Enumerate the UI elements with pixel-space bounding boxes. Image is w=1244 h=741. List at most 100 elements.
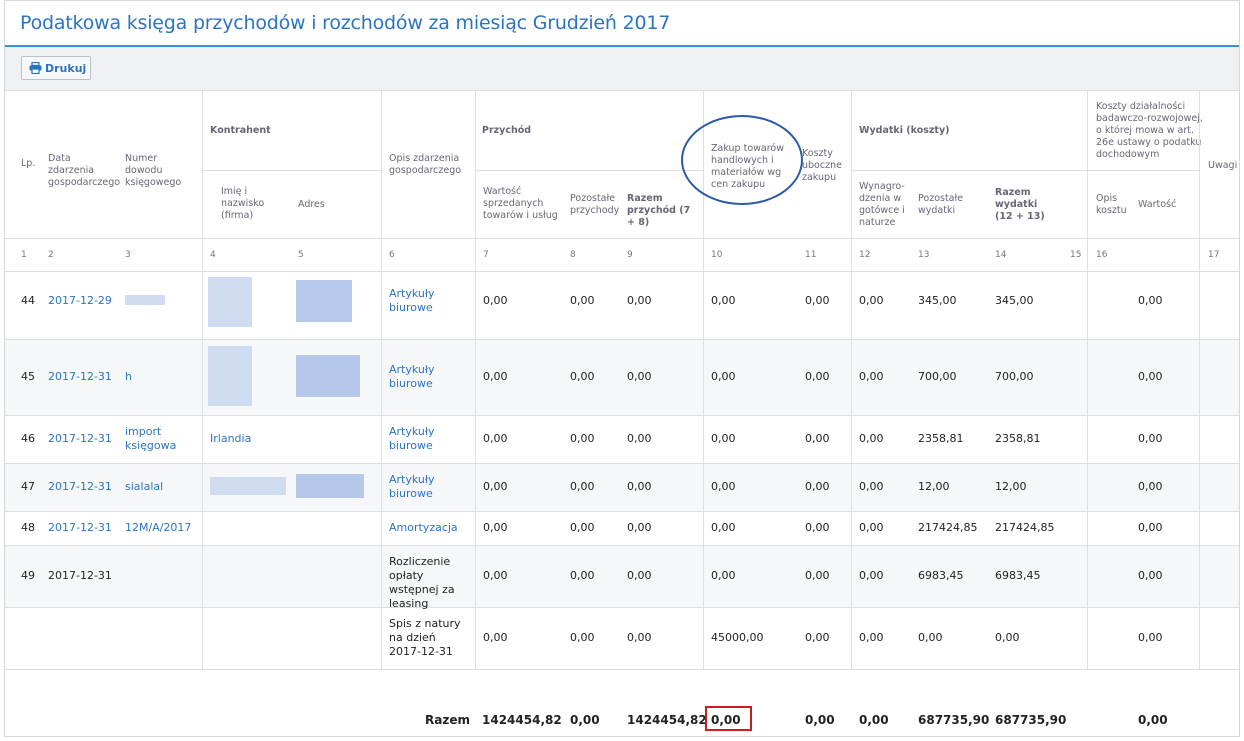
header-uwagi: Uwagi [1208, 160, 1238, 171]
cell-value: 0,00 [711, 521, 736, 534]
column-number: 1 [21, 250, 27, 260]
cell-value: 0,00 [711, 480, 736, 493]
cell-value: 0,00 [570, 631, 595, 644]
cell-value: 0,00 [711, 432, 736, 445]
cell-value: 0,00 [859, 370, 884, 383]
cell-value: 0,00 [627, 521, 652, 534]
cell-value: 0,00 [711, 569, 736, 582]
cell-value: 0,00 [1138, 521, 1163, 534]
cell-value: 0,00 [627, 631, 652, 644]
cell-value: 0,00 [483, 432, 508, 445]
cell-date-link[interactable]: 2017-12-31 [48, 480, 112, 493]
divider [5, 339, 1239, 340]
cell-value: 0,00 [483, 480, 508, 493]
summary-total-value: 0,00 [711, 713, 741, 727]
cell-value: 0,00 [859, 569, 884, 582]
cell-date-link[interactable]: 2017-12-31 [48, 432, 112, 445]
cell-doc-link[interactable]: h [125, 370, 132, 383]
header-opis: Opis zdarzenia gospodarczego [389, 153, 462, 176]
summary-total-value: 687735,90 [995, 713, 1067, 727]
cell-opis-link[interactable]: Artykuły biurowe [389, 363, 435, 390]
summary-total-value: 687735,90 [918, 713, 990, 727]
divider [476, 170, 704, 171]
cell-value: 0,00 [805, 521, 830, 534]
column-number: 12 [859, 250, 871, 260]
column-number: 13 [918, 250, 930, 260]
cell-value: 0,00 [859, 521, 884, 534]
summary-total-value: 0,00 [1138, 713, 1168, 727]
summary-total-value: 1424454,82 [627, 713, 707, 727]
cell-kontrahent-link[interactable]: Irlandia [210, 432, 252, 445]
divider [1199, 90, 1200, 669]
cell-value: 0,00 [859, 631, 884, 644]
cell-lp: 49 [21, 569, 35, 582]
cell-value: 0,00 [483, 521, 508, 534]
summary-total-value: 1424454,82 [482, 713, 562, 727]
header-data: Data zdarzenia gospodarczego [48, 153, 121, 188]
redacted-name [210, 477, 286, 495]
divider [475, 90, 476, 669]
print-button[interactable]: Drukuj [21, 56, 91, 80]
cell-value: 0,00 [627, 294, 652, 307]
cell-value: 0,00 [570, 294, 595, 307]
cell-doc-link[interactable]: import księgowa [125, 425, 177, 452]
column-number: 16 [1096, 250, 1108, 260]
header-pozostale-wydatki: Pozostałe wydatki [918, 193, 964, 216]
cell-value: 0,00 [570, 480, 595, 493]
divider [5, 238, 1239, 239]
print-button-label: Drukuj [45, 62, 87, 75]
cell-opis-link[interactable]: Artykuły biurowe [389, 425, 435, 452]
header-koszty-uboczne: Koszty uboczne zakupu [802, 148, 842, 183]
cell-opis-link[interactable]: Artykuły biurowe [389, 287, 435, 314]
cell-value: 700,00 [918, 370, 957, 383]
cell-value: 0,00 [1138, 631, 1163, 644]
cell-opis: Spis z natury na dzień 2017-12-31 [389, 617, 461, 658]
cell-lp: 46 [21, 432, 35, 445]
header-pozostale: Pozostałe przychody [570, 193, 620, 216]
redacted-name [208, 277, 252, 327]
panel-frame [4, 0, 1240, 737]
cell-date-link[interactable]: 2017-12-31 [48, 521, 112, 534]
cell-value: 0,00 [1138, 294, 1163, 307]
column-number: 5 [298, 250, 304, 260]
header-wartosc-kosztu: Wartość [1138, 199, 1177, 210]
cell-doc-link[interactable]: sialalal [125, 480, 164, 493]
cell-value: 45000,00 [711, 631, 764, 644]
redacted-address [296, 280, 352, 322]
cell-value: 700,00 [995, 370, 1034, 383]
printer-icon [29, 62, 42, 74]
cell-opis-link[interactable]: Artykuły biurowe [389, 473, 435, 500]
cell-value: 0,00 [1138, 370, 1163, 383]
cell-value: 0,00 [805, 370, 830, 383]
header-razem-wydatki: Razem wydatki (12 + 13) [995, 187, 1045, 222]
table-row [5, 607, 1239, 669]
cell-opis-link[interactable]: Amortyzacja [389, 521, 458, 534]
cell-value: 345,00 [995, 294, 1034, 307]
column-number: 4 [210, 250, 216, 260]
header-wydatki: Wydatki (koszty) [859, 125, 950, 136]
column-number: 7 [483, 250, 489, 260]
cell-lp: 44 [21, 294, 35, 307]
table-row [5, 545, 1239, 607]
cell-value: 6983,45 [995, 569, 1041, 582]
cell-date-link[interactable]: 2017-12-29 [48, 294, 112, 307]
summary-total-value: 0,00 [570, 713, 600, 727]
cell-date-link[interactable]: 2017-12-31 [48, 370, 112, 383]
divider [851, 90, 852, 669]
divider [5, 415, 1239, 416]
divider [5, 90, 1239, 91]
cell-value: 0,00 [1138, 432, 1163, 445]
cell-value: 0,00 [1138, 569, 1163, 582]
column-number: 8 [570, 250, 576, 260]
column-number: 14 [995, 250, 1007, 260]
header-wartosc: Wartość sprzedanych towarów i usług [483, 186, 558, 221]
column-number: 2 [48, 250, 54, 260]
cell-value: 0,00 [711, 294, 736, 307]
cell-doc-link[interactable]: 12M/A/2017 [125, 521, 192, 534]
cell-value: 0,00 [918, 631, 943, 644]
header-kontrahent: Kontrahent [210, 125, 271, 136]
divider [5, 669, 1239, 670]
cell-value: 0,00 [483, 370, 508, 383]
header-wynagrodzenia: Wynagro-dzenia w gotówce i naturze [859, 181, 905, 228]
cell-value: 0,00 [627, 569, 652, 582]
